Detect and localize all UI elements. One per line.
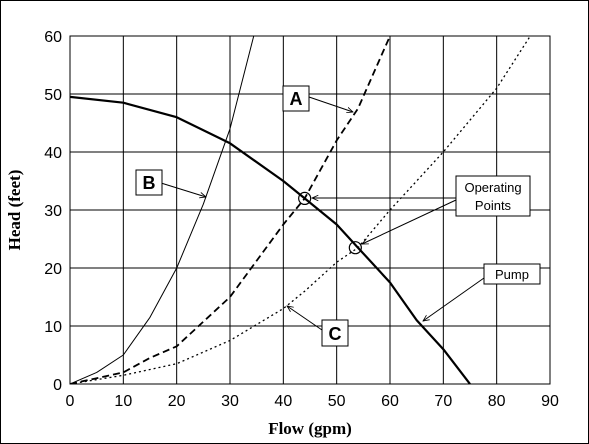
x-tick-label: 50 xyxy=(328,393,346,410)
gridlines xyxy=(69,35,551,385)
label-box-b: B xyxy=(135,169,163,196)
label-pump-text: Pump xyxy=(495,267,529,282)
label-b-text: B xyxy=(143,173,156,193)
x-tick-label: 0 xyxy=(66,393,75,410)
label-a-text: A xyxy=(290,89,303,109)
x-tick-label: 20 xyxy=(168,393,186,410)
y-tick-label: 40 xyxy=(44,145,62,162)
x-axis-title: Flow (gpm) xyxy=(268,419,352,438)
x-tick-labels: 0 10 20 30 40 50 60 70 80 90 xyxy=(66,393,559,410)
y-tick-label: 50 xyxy=(44,87,62,104)
y-tick-label: 60 xyxy=(44,29,62,46)
y-tick-label: 0 xyxy=(53,377,62,394)
label-c-text: C xyxy=(329,324,342,344)
x-tick-label: 10 xyxy=(114,393,132,410)
arrow-operating-point-2 xyxy=(362,199,457,245)
label-operating-points-line1: Operating xyxy=(464,180,521,195)
y-tick-labels: 0 10 20 30 40 50 60 xyxy=(44,29,62,394)
operating-point-marker xyxy=(298,191,312,205)
series-line-pump xyxy=(70,95,471,384)
arrow-c xyxy=(287,306,323,331)
arrow-pump xyxy=(423,277,485,321)
x-tick-label: 30 xyxy=(221,393,239,410)
arrow-b xyxy=(160,182,206,197)
y-tick-label: 20 xyxy=(44,261,62,278)
label-box-pump: Pump xyxy=(483,263,541,285)
y-tick-label: 30 xyxy=(44,203,62,220)
operating-point-markers xyxy=(298,191,362,255)
label-box-c: C xyxy=(321,319,349,347)
arrow-a xyxy=(308,96,353,112)
x-tick-label: 80 xyxy=(488,393,506,410)
series-line-b xyxy=(70,36,255,384)
x-tick-label: 90 xyxy=(541,393,559,410)
x-tick-label: 60 xyxy=(381,393,399,410)
label-operating-points-line2: Points xyxy=(475,198,512,213)
series-line-a xyxy=(70,36,391,384)
operating-point-marker xyxy=(348,241,362,255)
x-tick-label: 40 xyxy=(274,393,292,410)
x-tick-label: 70 xyxy=(434,393,452,410)
label-box-a: A xyxy=(282,85,310,112)
series-layer xyxy=(70,36,532,384)
label-box-operating-points: Operating Points xyxy=(455,175,531,217)
annotation-arrows xyxy=(160,96,485,331)
y-tick-label: 10 xyxy=(44,319,62,336)
y-axis-title: Head (feet) xyxy=(5,170,24,251)
